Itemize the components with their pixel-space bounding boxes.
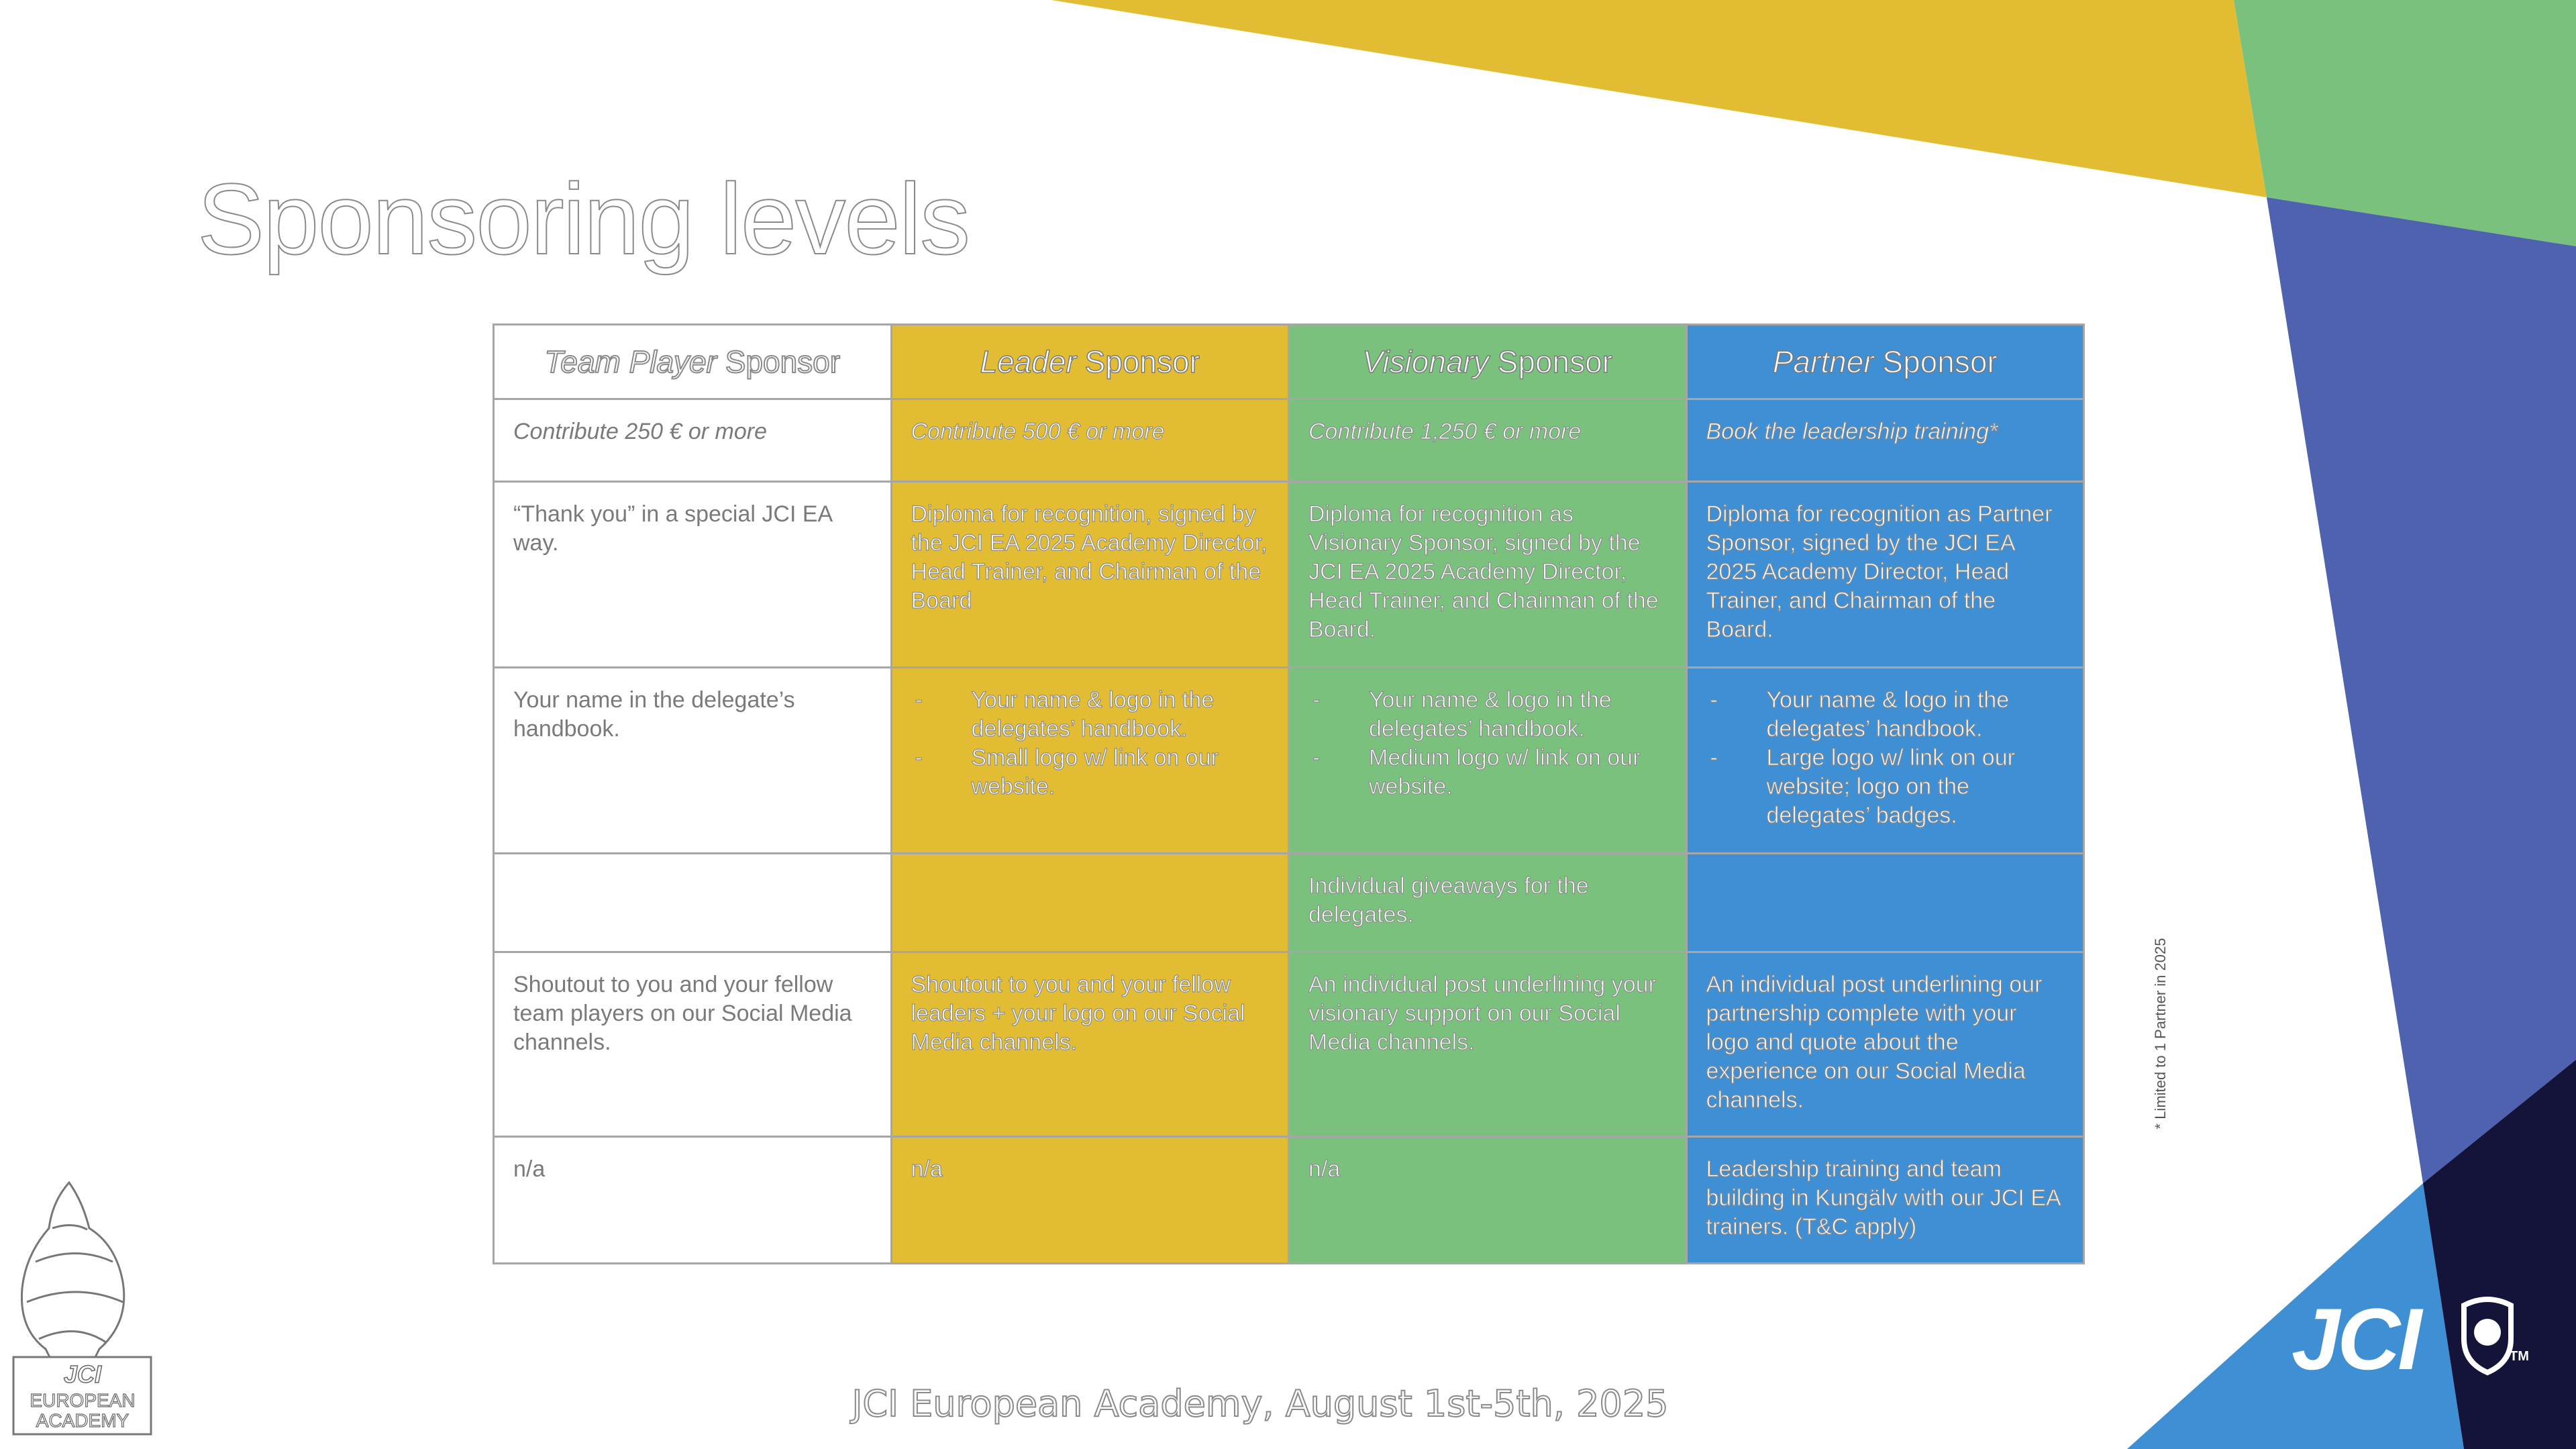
table-row: Shoutout to you and your fellow team pla…: [493, 951, 2085, 1138]
slide-title: Sponsoring levels: [197, 162, 971, 276]
table-row: “Thank you” in a special JCI EA way. Dipl…: [493, 481, 2085, 668]
table-row: Contribute 250 € or more Contribute 500 €…: [493, 398, 2085, 483]
table-cell: Diploma for recognition as Partner Spons…: [1685, 481, 2085, 668]
header-emphasis: Visionary: [1362, 344, 1490, 379]
brand-shield: [2461, 1297, 2514, 1376]
footer: JCI European Academy, August 1st-5th, 20…: [851, 1382, 1669, 1426]
table-cell: Individual giveaways for the delegates.: [1288, 852, 1688, 953]
bullet-item: Your name & logo in the delegates’ handb…: [911, 686, 1270, 744]
table-cell: [1685, 852, 2085, 953]
brand-logo: JCI: [2291, 1290, 2422, 1388]
navy-shape: [2423, 1060, 2576, 1449]
cell-text: Contribute 250 € or more: [513, 419, 767, 444]
table-cell: [890, 852, 1290, 953]
cell-text: Your name in the delegate’s handbook.: [513, 687, 795, 742]
bullet-list: Your name & logo in the delegates’ handb…: [911, 686, 1270, 801]
shell-icon: [20, 1181, 125, 1364]
brand-trademark: TM: [2510, 1349, 2529, 1364]
table-row: Individual giveaways for the delegates.: [493, 852, 2085, 953]
cell-text: n/a: [513, 1156, 546, 1182]
table-cell: Shoutout to you and your fellow leaders …: [890, 951, 1290, 1138]
header-emphasis: Leader: [980, 344, 1077, 379]
header-emphasis: Partner: [1772, 344, 1874, 379]
bullet-item: Medium logo w/ link on our website.: [1308, 744, 1667, 801]
header-emphasis: Team Player: [544, 344, 717, 379]
header-cell: Leader Sponsor: [890, 323, 1290, 400]
sponsor-table: Team Player Sponsor Leader Sponsor Visiona…: [493, 323, 2085, 1264]
header-cell: Partner Sponsor: [1685, 323, 2085, 400]
table-cell: An individual post underlining our partn…: [1685, 951, 2085, 1138]
table-cell: Contribute 250 € or more: [493, 398, 892, 483]
bullet-item: Large logo w/ link on our website; logo …: [1706, 744, 2065, 830]
table-cell: Contribute 500 € or more: [890, 398, 1290, 483]
cell-text: Book the leadership training*: [1706, 418, 1998, 444]
header-suffix: Sponsor: [1084, 344, 1200, 379]
table-cell: Contribute 1,250 € or more: [1288, 398, 1688, 483]
cell-text: Leadership training and team building in…: [1706, 1156, 2061, 1240]
cell-text: Contribute 1,250 € or more: [1308, 418, 1582, 444]
table-cell: “Thank you” in a special JCI EA way.: [493, 481, 892, 668]
table-cell: Book the leadership training*: [1685, 398, 2085, 483]
logo-box: [12, 1356, 152, 1436]
bullet-item: Your name & logo in the delegates’ handb…: [1308, 686, 1667, 744]
side-note: * Limited to 1 Partner in 2025: [2152, 938, 2169, 1130]
table-cell: Your name & logo in the delegates’ handb…: [890, 666, 1290, 854]
logo-brand: JCI: [64, 1360, 102, 1388]
table-cell: Your name & logo in the delegates’ handb…: [1685, 666, 2085, 854]
cell-text: An individual post underlining our partn…: [1706, 971, 2043, 1113]
bullet-item: Small logo w/ link on our website.: [911, 744, 1270, 801]
table-cell: Your name & logo in the delegates’ handb…: [1288, 666, 1688, 854]
header-suffix: Sponsor: [1882, 344, 1998, 379]
cell-text: Diploma for recognition as Partner Spons…: [1706, 501, 2053, 642]
table-cell: n/a: [493, 1136, 892, 1264]
header-row: Team Player Sponsor Leader Sponsor Visiona…: [493, 323, 2085, 400]
bullet-list: Your name & logo in the delegates’ handb…: [1706, 686, 2065, 830]
cell-text: n/a: [1308, 1156, 1341, 1182]
cell-text: Diploma for recognition, signed by the J…: [911, 501, 1268, 613]
table-cell: Leadership training and team building in…: [1685, 1136, 2085, 1264]
logo-line: EUROPEAN: [30, 1390, 135, 1411]
yellow-shape: [1051, 0, 2267, 197]
table-row: Your name in the delegate’s handbook. You…: [493, 666, 2085, 854]
bullet-item: Your name & logo in the delegates’ handb…: [1706, 686, 2065, 744]
header-suffix: Sponsor: [1497, 344, 1613, 379]
table-cell: n/a: [1288, 1136, 1688, 1264]
logo-line: ACADEMY: [36, 1410, 130, 1431]
header-cell: Visionary Sponsor: [1288, 323, 1688, 400]
header-suffix: Sponsor: [725, 344, 841, 379]
cell-text: n/a: [911, 1156, 943, 1182]
table-cell: Shoutout to you and your fellow team pla…: [493, 951, 892, 1138]
cell-text: “Thank you” in a special JCI EA way.: [513, 501, 832, 556]
cell-text: Shoutout to you and your fellow leaders …: [911, 971, 1245, 1055]
table-cell: n/a: [890, 1136, 1290, 1264]
table-cell: Diploma for recognition as Visionary Spo…: [1288, 481, 1688, 668]
header-cell: Team Player Sponsor: [493, 323, 892, 400]
green-shape: [2234, 0, 2576, 246]
cell-text: Individual giveaways for the delegates.: [1308, 872, 1589, 928]
table-cell: Your name in the delegate’s handbook.: [493, 666, 892, 854]
table-cell: An individual post underlining your visi…: [1288, 951, 1688, 1138]
cell-text: Contribute 500 € or more: [911, 418, 1165, 444]
academy-logo: JCI EUROPEAN ACADEMY: [12, 1181, 152, 1436]
cell-text: Diploma for recognition as Visionary Spo…: [1308, 501, 1659, 642]
blue-shape: [2267, 197, 2576, 1183]
table-row: n/a n/a n/a Leadership training and team bu…: [493, 1136, 2085, 1264]
bullet-list: Your name & logo in the delegates’ handb…: [1308, 686, 1667, 801]
light-blue-shape: [2127, 1183, 2464, 1449]
table-cell: Diploma for recognition, signed by the J…: [890, 481, 1290, 668]
cell-text: An individual post underlining your visi…: [1308, 971, 1656, 1055]
cell-text: Shoutout to you and your fellow team pla…: [513, 972, 852, 1055]
table-cell: [493, 852, 892, 953]
